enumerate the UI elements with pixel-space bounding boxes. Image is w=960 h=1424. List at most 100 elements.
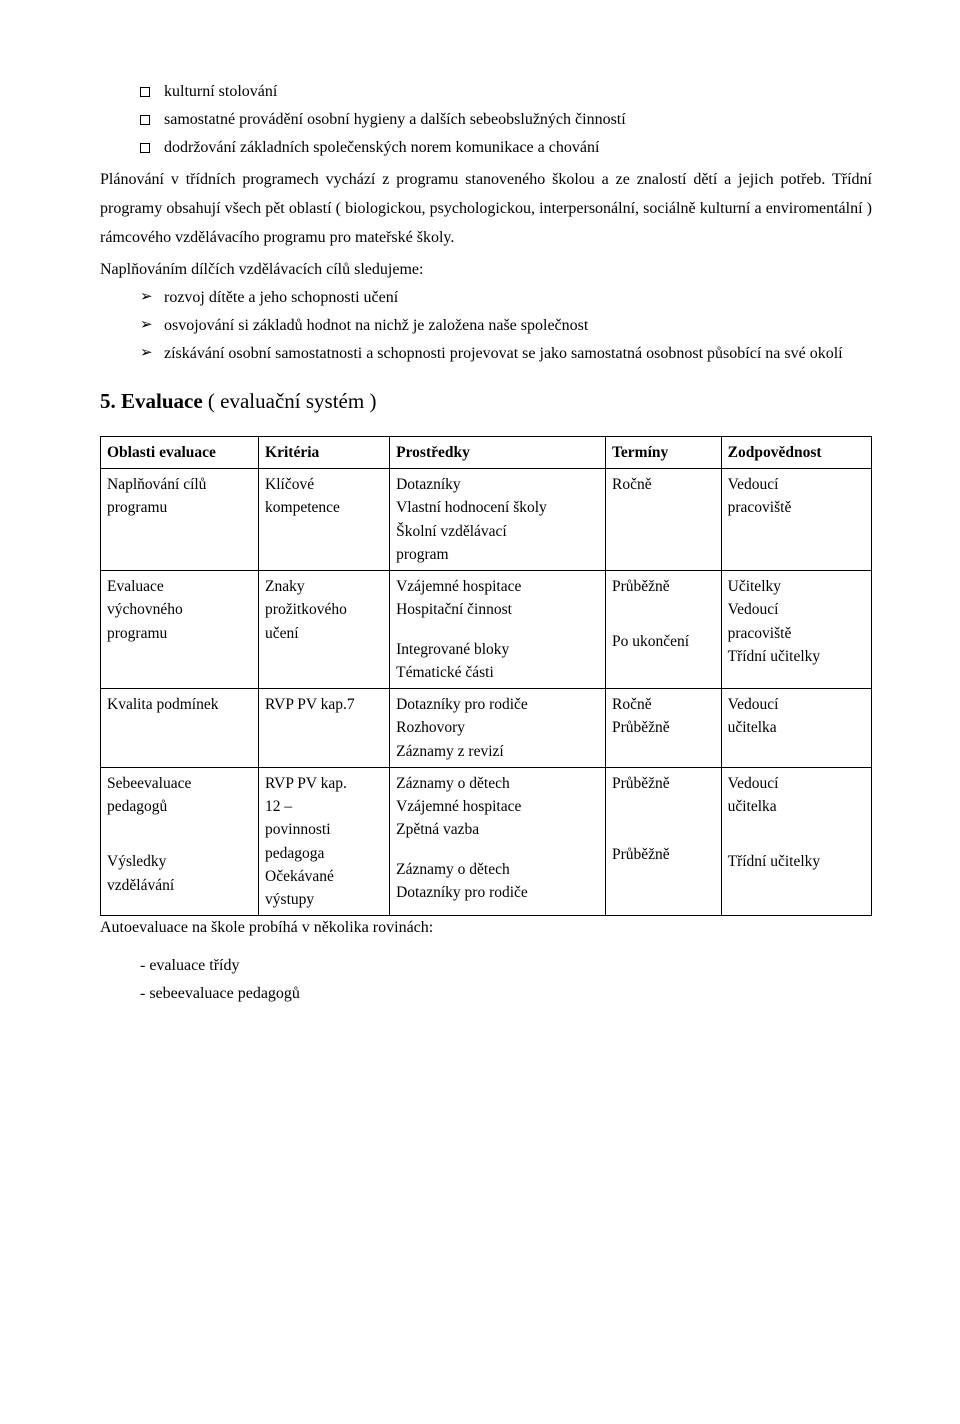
cell-line: Výsledky: [107, 850, 252, 873]
cell-line: Dotazníky pro rodiče: [396, 881, 599, 904]
table-cell: RVP PV kap.7: [259, 689, 390, 768]
cell-line: Naplňování cílů: [107, 473, 252, 496]
cell-line: Průběžně: [612, 716, 715, 739]
table-body: Naplňování cílůprogramuKlíčovékompetence…: [101, 469, 872, 916]
table-cell: DotazníkyVlastní hodnocení školyŠkolní v…: [390, 469, 606, 571]
table-cell: Kvalita podmínek: [101, 689, 259, 768]
cell-line: pedagoga: [265, 842, 383, 865]
cell-line: Školní vzdělávací: [396, 520, 599, 543]
body-paragraph: Plánování v třídních programech vychází …: [100, 166, 872, 252]
section-title: Evaluace: [121, 389, 203, 413]
cell-line: Vedoucí: [728, 598, 865, 621]
cell-line: Ročně: [612, 693, 715, 716]
list-item: rozvoj dítěte a jeho schopnosti učení: [100, 286, 872, 310]
table-row: SebeevaluacepedagogůVýsledkyvzděláváníRV…: [101, 767, 872, 916]
dash-list: - evaluace třídy - sebeevaluace pedagogů: [100, 954, 872, 1006]
cell-line: RVP PV kap.7: [265, 693, 383, 716]
cell-line: povinnosti: [265, 818, 383, 841]
cell-line: Vlastní hodnocení školy: [396, 496, 599, 519]
cell-line: [612, 827, 715, 843]
cell-line: Třídní učitelky: [728, 645, 865, 668]
cell-line: Kvalita podmínek: [107, 693, 252, 716]
cell-line: Průběžně: [612, 843, 715, 866]
cell-line: Klíčové: [265, 473, 383, 496]
table-cell: Naplňování cílůprogramu: [101, 469, 259, 571]
table-cell: Dotazníky pro rodičeRozhovoryZáznamy z r…: [390, 689, 606, 768]
cell-line: Sebeevaluace: [107, 772, 252, 795]
cell-line: Průběžně: [612, 575, 715, 598]
table-cell: RočněPrůběžně: [605, 689, 721, 768]
cell-line: [396, 842, 599, 858]
list-item: - sebeevaluace pedagogů: [140, 982, 872, 1006]
cell-line: pracoviště: [728, 622, 865, 645]
arrow-bullet-list: rozvoj dítěte a jeho schopnosti učení os…: [100, 286, 872, 366]
cell-line: kompetence: [265, 496, 383, 519]
table-cell: UčitelkyVedoucípracovištěTřídní učitelky: [721, 571, 871, 689]
section-subtitle: ( evaluační systém ): [208, 389, 377, 413]
cell-line: Integrované bloky: [396, 638, 599, 661]
cell-line: [107, 834, 252, 850]
list-item: kulturní stolování: [100, 80, 872, 104]
cell-line: Hospitační činnost: [396, 598, 599, 621]
cell-line: Vedoucí: [728, 473, 865, 496]
cell-line: pracoviště: [728, 496, 865, 519]
table-cell: Ročně: [605, 469, 721, 571]
table-row: EvaluacevýchovnéhoprogramuZnakyprožitkov…: [101, 571, 872, 689]
table-cell: Klíčovékompetence: [259, 469, 390, 571]
table-cell: Vedoucíučitelka: [721, 689, 871, 768]
cell-line: Dotazníky pro rodiče: [396, 693, 599, 716]
list-item: dodržování základních společenských nore…: [100, 136, 872, 160]
table-row: Kvalita podmínek RVP PV kap.7 Dotazníky pr…: [101, 689, 872, 768]
table-row: Naplňování cílůprogramuKlíčovékompetence…: [101, 469, 872, 571]
table-cell: Vedoucípracoviště: [721, 469, 871, 571]
cell-line: učitelka: [728, 795, 865, 818]
evaluation-table: Oblasti evaluace Kritéria Prostředky Ter…: [100, 436, 872, 917]
sub-intro: Naplňováním dílčích vzdělávacích cílů sl…: [100, 258, 872, 282]
cell-line: [612, 598, 715, 614]
table-cell: Vzájemné hospitaceHospitační činnost Inte…: [390, 571, 606, 689]
table-cell: Průběžně Po ukončení: [605, 571, 721, 689]
cell-line: Dotazníky: [396, 473, 599, 496]
cell-line: [612, 811, 715, 827]
cell-line: Evaluace: [107, 575, 252, 598]
cell-line: Tématické části: [396, 661, 599, 684]
table-cell: Znakyprožitkovéhoučení: [259, 571, 390, 689]
cell-line: výstupy: [265, 888, 383, 911]
section-heading: 5. Evaluace ( evaluační systém ): [100, 386, 872, 418]
cell-line: Učitelky: [728, 575, 865, 598]
cell-line: Průběžně: [612, 772, 715, 795]
list-item: samostatné provádění osobní hygieny a da…: [100, 108, 872, 132]
table-cell: Evaluacevýchovnéhoprogramu: [101, 571, 259, 689]
square-bullet-list: kulturní stolování samostatné provádění …: [100, 80, 872, 160]
cell-line: Vzájemné hospitace: [396, 795, 599, 818]
table-cell: SebeevaluacepedagogůVýsledkyvzdělávání: [101, 767, 259, 916]
cell-line: učení: [265, 622, 383, 645]
section-number: 5.: [100, 389, 116, 413]
table-cell: Záznamy o dětechVzájemné hospitaceZpětná…: [390, 767, 606, 916]
cell-line: Ročně: [612, 473, 715, 496]
cell-line: Očekávané: [265, 865, 383, 888]
cell-line: [396, 622, 599, 638]
cell-line: Záznamy o dětech: [396, 772, 599, 795]
table-header: Termíny: [605, 436, 721, 468]
table-header-row: Oblasti evaluace Kritéria Prostředky Ter…: [101, 436, 872, 468]
table-header: Kritéria: [259, 436, 390, 468]
cell-line: Po ukončení: [612, 630, 715, 653]
table-header: Prostředky: [390, 436, 606, 468]
cell-line: Vzájemné hospitace: [396, 575, 599, 598]
cell-line: programu: [107, 496, 252, 519]
table-header: Oblasti evaluace: [101, 436, 259, 468]
cell-line: Vedoucí: [728, 693, 865, 716]
cell-line: program: [396, 543, 599, 566]
cell-line: Zpětná vazba: [396, 818, 599, 841]
footer-note: Autoevaluace na škole probíhá v několika…: [100, 916, 872, 940]
cell-line: [612, 614, 715, 630]
cell-line: učitelka: [728, 716, 865, 739]
table-cell: Průběžně Průběžně: [605, 767, 721, 916]
cell-line: [728, 818, 865, 834]
cell-line: [107, 818, 252, 834]
cell-line: Třídní učitelky: [728, 850, 865, 873]
cell-line: 12 –: [265, 795, 383, 818]
table-cell: VedoucíučitelkaTřídní učitelky: [721, 767, 871, 916]
cell-line: výchovného: [107, 598, 252, 621]
